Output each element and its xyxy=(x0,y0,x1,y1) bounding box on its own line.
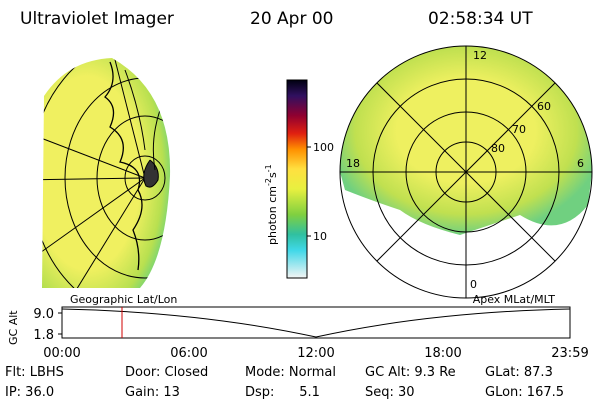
polar-image xyxy=(339,45,593,299)
x-tick: 23:59 xyxy=(551,346,588,361)
info-field: Seq: 30 xyxy=(365,385,415,400)
info-field: Flt: LBHS xyxy=(5,365,64,380)
info-field: GC Alt: 9.3 Re xyxy=(365,365,456,380)
exp: -2 xyxy=(264,178,273,186)
right-caption: Apex MLat/MLT xyxy=(473,293,556,306)
altitude-plot xyxy=(58,306,571,339)
colorbar-tick: 10 xyxy=(313,230,327,243)
x-tick: 06:00 xyxy=(170,346,207,361)
colorbar-label: photon cm-2s-1 xyxy=(264,164,279,245)
mlt-label: 6 xyxy=(577,157,584,170)
lat-label: 80 xyxy=(491,142,505,155)
info-field: Dsp: 5.1 xyxy=(245,385,320,400)
x-tick: 12:00 xyxy=(297,346,334,361)
colorbar-tick: 100 xyxy=(313,141,334,154)
mlt-label: 18 xyxy=(346,157,360,170)
info-field: Gain: 13 xyxy=(125,385,180,400)
colorbar xyxy=(286,79,308,279)
globe-image xyxy=(42,58,171,288)
mlt-label: 12 xyxy=(473,49,487,62)
left-caption: Geographic Lat/Lon xyxy=(70,293,177,306)
unit: s xyxy=(266,172,279,178)
lat-label: 70 xyxy=(512,123,526,136)
x-tick: 00:00 xyxy=(43,346,80,361)
mlt-label: 0 xyxy=(470,278,477,291)
lat-label: 60 xyxy=(537,100,551,113)
info-field: GLon: 167.5 xyxy=(485,385,564,400)
info-field: GLat: 87.3 xyxy=(485,365,553,380)
info-field: IP: 36.0 xyxy=(5,385,54,400)
exp: -1 xyxy=(264,164,273,172)
y-label: GC Alt xyxy=(7,310,20,345)
info-field: Door: Closed xyxy=(125,365,208,380)
unit: photon cm xyxy=(266,186,279,245)
info-field: Mode: Normal xyxy=(245,365,336,380)
y-tick: 9.0 xyxy=(33,307,54,322)
footer: Flt: LBHS Door: Closed Mode: Normal GC Alt:… xyxy=(5,365,564,400)
y-tick: 1.8 xyxy=(33,328,54,343)
date: 20 Apr 00 xyxy=(250,9,333,29)
time: 02:58:34 UT xyxy=(428,9,533,29)
title: Ultraviolet Imager xyxy=(20,9,174,29)
x-tick: 18:00 xyxy=(424,346,461,361)
